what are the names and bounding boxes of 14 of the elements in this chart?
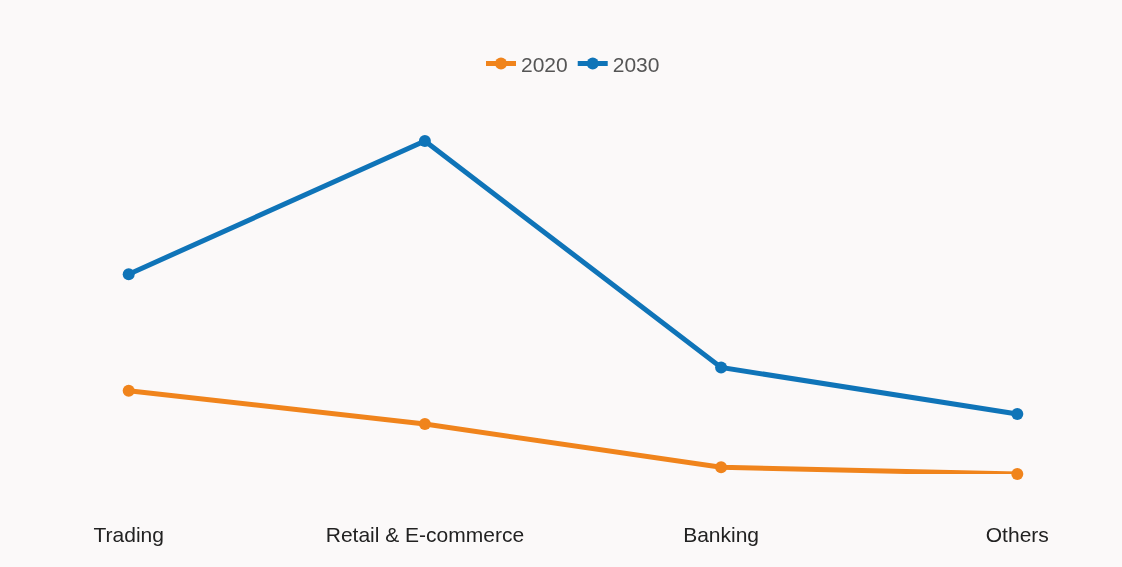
point	[1011, 408, 1024, 421]
point	[418, 418, 431, 431]
x-tick-label: Banking	[683, 523, 760, 546]
legend-label: 2030	[612, 52, 660, 76]
point	[122, 384, 135, 397]
x-tick-label: Retail & E-commerce	[325, 523, 525, 546]
x-tick-label: Trading	[93, 523, 164, 546]
x-tick-label: Others	[985, 523, 1049, 546]
point	[1011, 468, 1024, 480]
point	[418, 135, 431, 147]
point	[122, 268, 135, 281]
point	[715, 461, 728, 474]
point	[715, 361, 728, 374]
legend-label: 2020	[521, 52, 568, 76]
